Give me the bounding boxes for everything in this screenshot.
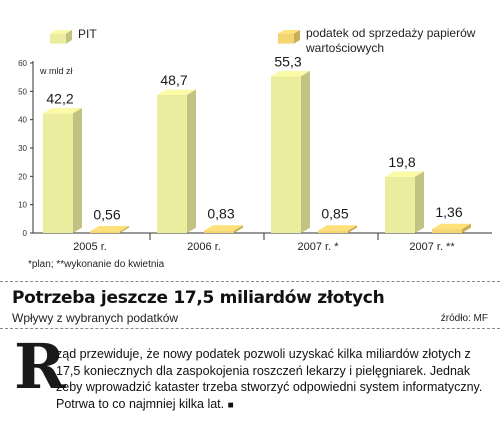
- dropcap-letter: R: [14, 330, 66, 403]
- data-label-securities-tax: 1,36: [435, 204, 462, 220]
- y-tick-label: 20: [18, 172, 27, 181]
- chart-bars: [43, 70, 471, 234]
- bar-securities-tax: [318, 225, 357, 233]
- legend-swatch-pit: [50, 30, 72, 44]
- bar-securities-tax: [90, 226, 129, 233]
- bar-pit: [271, 70, 310, 234]
- article-paragraph: ząd przewiduje, że nowy podatek pozwoli …: [56, 347, 483, 411]
- legend-label-pit: PIT: [78, 27, 97, 41]
- bar-securities-tax: [432, 223, 471, 233]
- data-label-securities-tax: 0,85: [321, 206, 348, 222]
- y-tick-label: 60: [18, 59, 27, 68]
- end-mark: ■: [227, 399, 234, 411]
- legend-icons: [50, 30, 300, 44]
- subheadline: Wpływy z wybranych podatków: [12, 311, 179, 325]
- category-label: 2007 r. *: [298, 241, 340, 253]
- section-divider: [0, 281, 500, 282]
- y-tick-label: 50: [18, 87, 27, 96]
- article-text: ząd przewiduje, że nowy podatek pozwoli …: [56, 346, 486, 414]
- legend-swatch-securities-tax: [278, 30, 300, 44]
- data-label-pit: 42,2: [46, 90, 73, 106]
- data-label-pit: 55,3: [274, 53, 301, 69]
- data-label-securities-tax: 0,56: [93, 206, 120, 222]
- unit-label: w mld zł: [39, 66, 73, 76]
- data-label-securities-tax: 0,83: [207, 206, 234, 222]
- bar-pit: [43, 108, 82, 233]
- category-label: 2006 r.: [187, 241, 221, 253]
- bar-pit: [157, 89, 196, 234]
- section-divider-bottom: [0, 328, 500, 329]
- legend-label-securities-tax: podatek od sprzedaży papierów wartościow…: [306, 26, 476, 55]
- data-label-pit: 48,7: [160, 72, 187, 88]
- category-label: 2007 r. **: [409, 241, 455, 253]
- chart-data-labels: 42,2 48,7 55,3 19,8 0,56 0,83 0,85 1,36: [46, 53, 462, 222]
- headline: Potrzeba jeszcze 17,5 miliardów złotych: [12, 288, 385, 308]
- y-tick-label: 0: [23, 229, 28, 238]
- y-tick-label: 30: [18, 144, 27, 153]
- y-tick-label: 10: [18, 201, 27, 210]
- source-note: źródło: MF: [440, 313, 488, 324]
- y-tick-label: 40: [18, 116, 27, 125]
- bar-securities-tax: [204, 225, 243, 233]
- category-label: 2005 r.: [73, 241, 107, 253]
- bar-pit: [385, 171, 424, 233]
- bar-chart: 0 10 20 30 40 50 60 w mld zł 2005 r. 2006 r. 2007 …: [18, 30, 492, 253]
- data-label-pit: 19,8: [388, 154, 415, 170]
- chart-footnote: *plan; **wykonanie do kwietnia: [28, 259, 165, 270]
